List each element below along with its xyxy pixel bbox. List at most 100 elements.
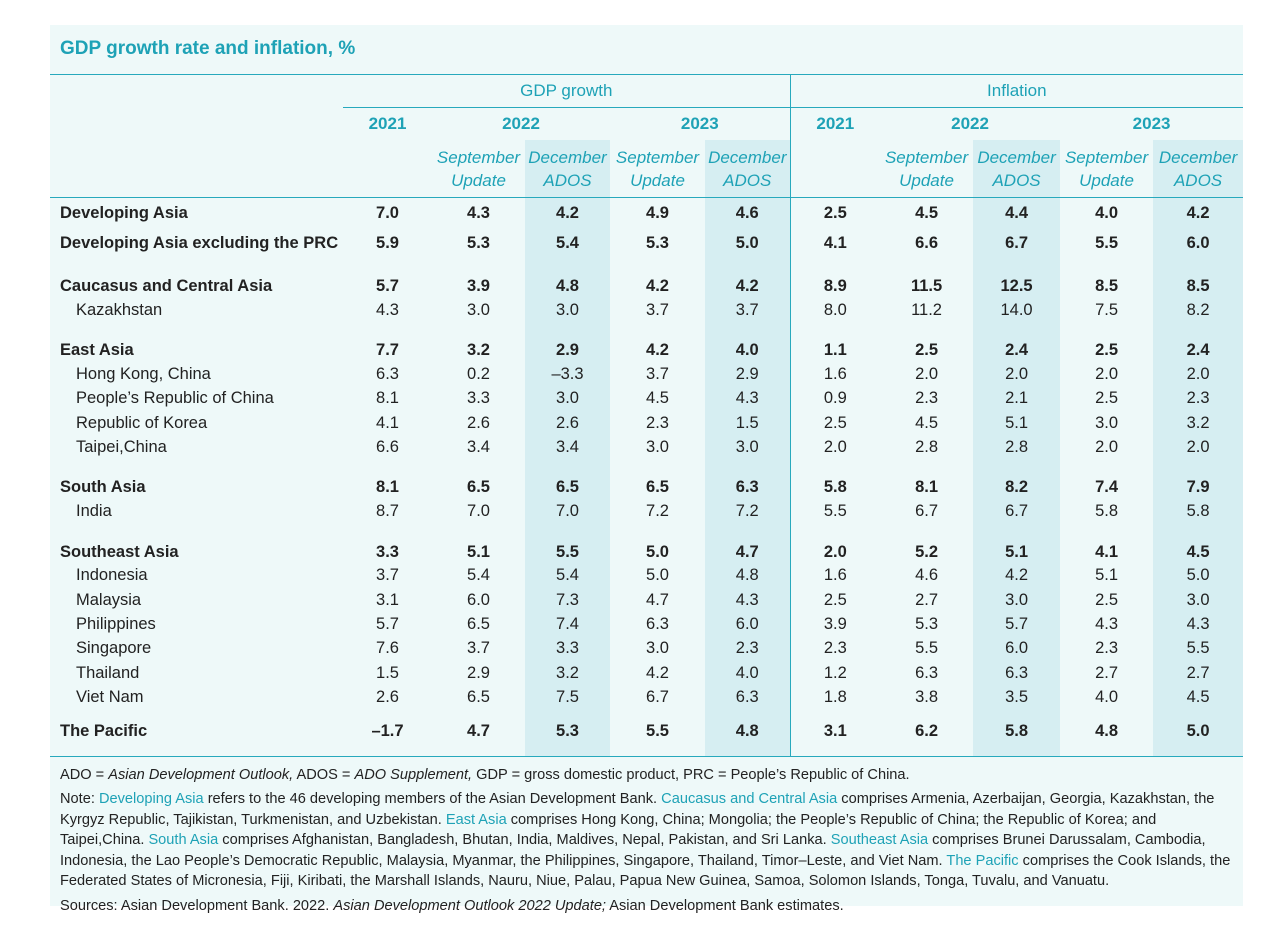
abbreviations: ADO = Asian Development Outlook, ADOS = … <box>60 765 1233 786</box>
table-row: Southeast Asia 3.3 5.1 5.5 5.0 4.7 2.0 5.2 5.1 4.… <box>50 523 1244 564</box>
value-cell: 7.0 <box>467 502 490 521</box>
value-cell: 6.7 <box>915 502 939 521</box>
value-cell: –3.3 <box>525 362 610 387</box>
value-cell: 4.3 <box>376 300 399 319</box>
value-cell: 2.6 <box>525 410 610 436</box>
value-cell: 5.1 <box>973 410 1061 436</box>
value-cell: 5.7 <box>973 612 1061 637</box>
table-row: Indonesia 3.7 5.4 5.4 5.0 4.8 1.6 4.6 4.2 5.1 5.0 <box>50 563 1244 589</box>
row-label: India <box>76 502 112 521</box>
value-cell: 1.5 <box>705 410 791 436</box>
edition-header: December ADOS <box>705 140 791 198</box>
value-cell: 6.6 <box>376 437 399 456</box>
row-label: Caucasus and Central Asia <box>60 277 273 295</box>
value-cell: 3.9 <box>789 612 881 637</box>
value-cell: 7.7 <box>376 341 399 360</box>
value-cell: 8.2 <box>973 459 1061 500</box>
value-cell: 5.9 <box>376 233 399 252</box>
value-cell: 2.6 <box>376 687 399 706</box>
value-cell: 5.0 <box>646 566 669 585</box>
note-text: GDP = gross domestic product, PRC = Peop… <box>476 766 910 783</box>
value-cell: 4.4 <box>973 197 1061 228</box>
value-cell: 5.0 <box>705 228 791 258</box>
value-cell: 6.0 <box>973 636 1061 661</box>
value-cell: 4.2 <box>646 341 669 360</box>
value-cell: 3.0 <box>1095 413 1119 432</box>
value-cell: 4.8 <box>525 258 610 298</box>
year-header: 2023 <box>1132 114 1171 133</box>
value-cell: 8.5 <box>1095 277 1119 295</box>
value-cell: 6.5 <box>467 615 490 634</box>
value-cell: 4.2 <box>646 663 669 682</box>
value-cell: 8.9 <box>789 258 881 298</box>
value-cell: 5.3 <box>525 709 610 757</box>
value-cell: 4.2 <box>525 197 610 228</box>
value-cell: 3.1 <box>789 709 881 757</box>
edition-header: December ADOS <box>525 140 610 198</box>
value-cell: 7.0 <box>525 499 610 524</box>
value-cell: 7.5 <box>525 685 610 710</box>
value-cell: 5.1 <box>973 523 1061 564</box>
value-cell: 3.5 <box>973 685 1061 710</box>
value-cell: 2.5 <box>1095 389 1119 408</box>
value-cell: 4.3 <box>705 588 791 613</box>
value-cell: 2.0 <box>915 364 939 383</box>
note-text: ADO Supplement, <box>354 766 473 783</box>
table-row: Viet Nam 2.6 6.5 7.5 6.7 6.3 1.8 3.8 3.5 4.0 4.5 <box>50 685 1244 710</box>
value-cell: 3.9 <box>467 277 490 295</box>
row-label: Indonesia <box>76 566 148 585</box>
notes: ADO = Asian Development Outlook, ADOS = … <box>50 757 1243 917</box>
value-cell: 2.0 <box>973 362 1061 387</box>
value-cell: 4.7 <box>705 523 791 564</box>
value-cell: 4.5 <box>915 413 939 432</box>
value-cell: 3.1 <box>376 590 399 609</box>
note-text: comprises the Cook Islands, the Federate… <box>60 852 1231 890</box>
note-text: Note: <box>60 791 95 808</box>
table-row: People’s Republic of China 8.1 3.3 3.0 4.5 4.… <box>50 386 1244 411</box>
value-cell: 4.1 <box>376 413 399 432</box>
value-cell: 5.3 <box>915 615 939 634</box>
table-row: Hong Kong, China 6.3 0.2 –3.3 3.7 2.9 1.6 2.0 2.… <box>50 362 1244 387</box>
value-cell: 5.8 <box>973 709 1061 757</box>
value-cell: 14.0 <box>973 298 1061 323</box>
table-row: The Pacific –1.7 4.7 5.3 5.5 4.8 3.1 6.2 5.8 4.8 5… <box>50 709 1244 757</box>
value-cell: 3.7 <box>467 639 490 658</box>
value-cell: 2.0 <box>1153 362 1244 387</box>
value-cell: 8.0 <box>789 298 881 323</box>
row-label: The Pacific <box>50 709 343 757</box>
value-cell: 1.8 <box>789 685 881 710</box>
value-cell: 4.5 <box>646 389 669 408</box>
value-cell: 5.0 <box>1153 709 1244 757</box>
value-cell: 2.5 <box>915 341 939 360</box>
edition-header: September Update <box>610 140 705 198</box>
value-cell: 6.3 <box>973 660 1061 686</box>
value-cell: 12.5 <box>973 258 1061 298</box>
note-text: Asian Development Outlook, <box>108 766 294 783</box>
value-cell: 7.4 <box>525 612 610 637</box>
note-text: refers to the 46 developing members of t… <box>207 791 658 808</box>
blank-cell <box>789 140 881 198</box>
table-row: Developing Asia 7.0 4.3 4.2 4.9 4.6 2.5 4.5 4.4 4… <box>50 197 1244 228</box>
value-cell: 4.2 <box>973 563 1061 589</box>
table-row: Philippines 5.7 6.5 7.4 6.3 6.0 3.9 5.3 5.7 4.3 4.… <box>50 612 1244 637</box>
value-cell: 6.2 <box>880 709 974 757</box>
value-cell: 3.7 <box>376 566 399 585</box>
value-cell: 3.3 <box>525 636 610 661</box>
blank-cell <box>343 140 432 198</box>
value-cell: 5.1 <box>467 542 490 561</box>
header-row: 2021 2022 2023 2021 2022 2023 <box>50 107 1243 140</box>
value-cell: 5.0 <box>646 542 669 561</box>
value-cell: 3.2 <box>1153 410 1244 436</box>
value-cell: 6.5 <box>467 478 490 497</box>
table-row: Taipei,China 6.6 3.4 3.4 3.0 3.0 2.0 2.8 2.8 2.0 2… <box>50 435 1244 460</box>
value-cell: 5.0 <box>1153 563 1244 589</box>
row-label: East Asia <box>60 341 134 360</box>
value-cell: 6.7 <box>973 499 1061 524</box>
row-label: Kazakhstan <box>76 300 163 319</box>
value-cell: 3.0 <box>467 300 490 319</box>
value-cell: 1.2 <box>789 660 881 686</box>
group-header: Inflation <box>789 75 1244 108</box>
value-cell: 5.1 <box>1095 566 1119 585</box>
value-cell: 3.3 <box>376 542 399 561</box>
title: GDP growth rate and inflation, % <box>50 25 1243 75</box>
